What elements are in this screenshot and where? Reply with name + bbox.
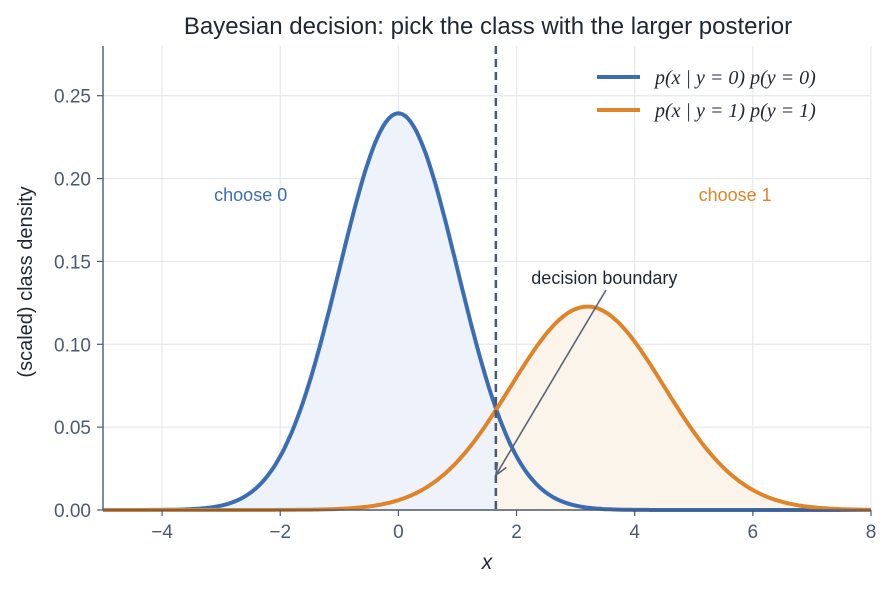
y-axis-label: (scaled) class density [15,186,37,377]
y-tick-label: 0.15 [54,252,91,273]
region-label-0: choose 0 [214,185,287,205]
annotations: choose 0 choose 1 decision boundary [214,185,772,477]
y-tick-label: 0.25 [54,87,91,108]
x-tick-label: 6 [748,522,759,543]
x-tick-label: −4 [151,522,173,543]
annotation-arrow-head [494,462,507,477]
x-tick-label: 2 [511,522,522,543]
x-tick-label: 0 [393,522,404,543]
x-axis-label: x [481,551,494,574]
series-1-shaded-region [495,306,871,510]
ticks: −4 −2 0 2 4 6 8 0.00 0.05 0.10 0.15 0.20 0.25 [54,87,876,543]
y-tick-label: 0.00 [54,501,91,522]
x-tick-label: −2 [269,522,291,543]
x-tick-label: 8 [866,522,877,543]
legend: p(x | y = 0) p(y = 0) p(x | y = 1) p(y = … [597,67,816,122]
series-0-shaded-region [103,113,496,511]
legend-label-1: p(x | y = 1) p(y = 1) [653,100,816,122]
x-tick-label: 4 [629,522,640,543]
region-label-1: choose 1 [699,185,772,205]
series-fills [103,113,871,511]
decision-boundary-annotation: decision boundary [531,268,677,288]
legend-label-0: p(x | y = 0) p(y = 0) [653,67,816,89]
y-tick-label: 0.05 [54,418,91,439]
annotation-arrow-line [495,289,607,476]
y-tick-label: 0.20 [54,170,91,191]
chart-title: Bayesian decision: pick the class with t… [184,13,792,40]
y-tick-label: 0.10 [54,335,91,356]
axes [102,46,871,511]
